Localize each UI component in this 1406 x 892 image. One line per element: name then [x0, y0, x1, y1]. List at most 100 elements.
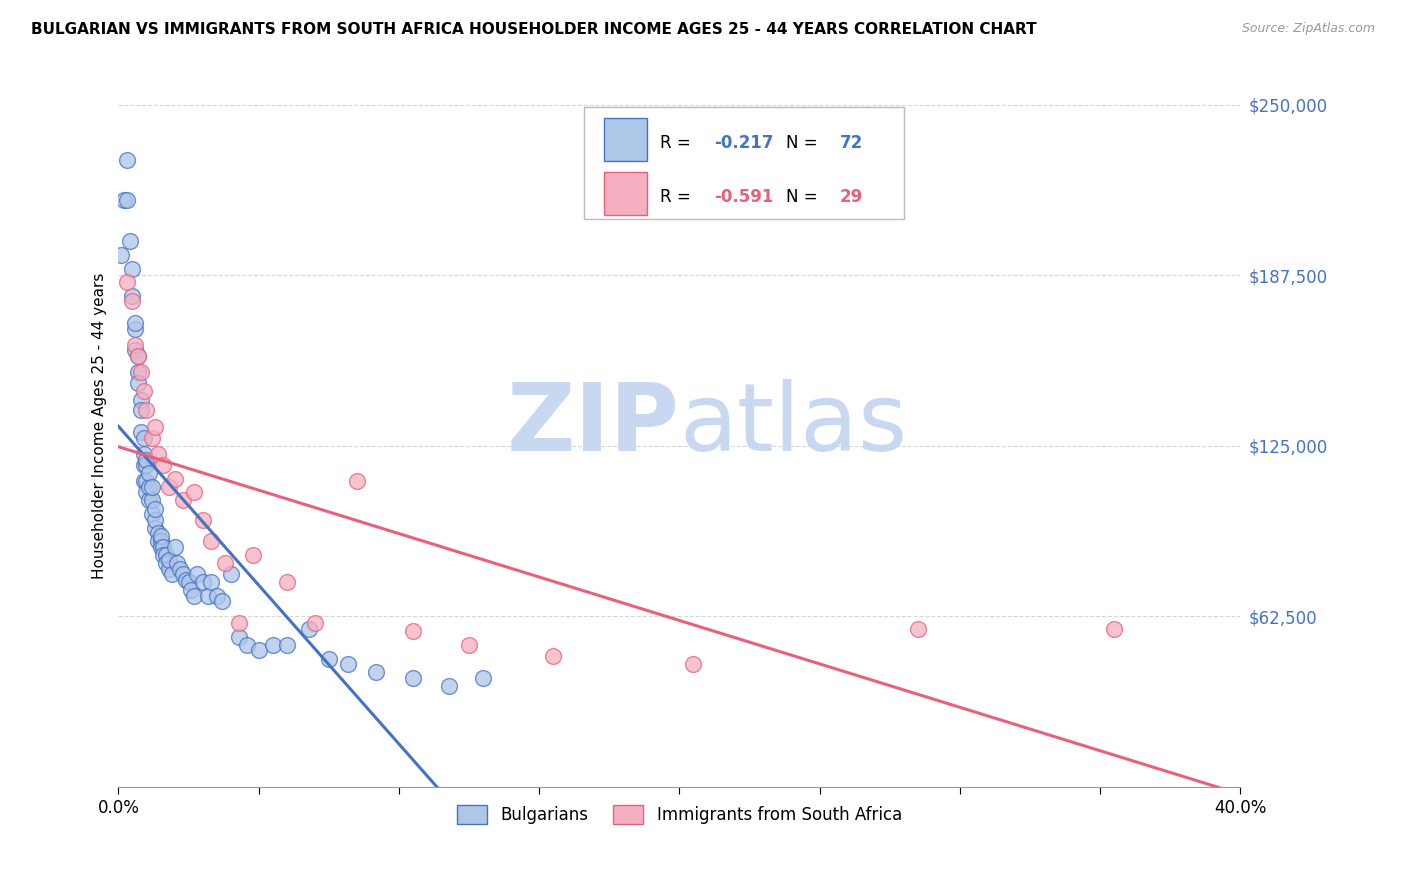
Point [152, 548, 174, 562]
Point [115, 153, 138, 167]
Point [135, 452, 157, 467]
Point [157, 561, 180, 575]
Point [135, 403, 157, 417]
Point [276, 575, 298, 590]
Point [200, 534, 222, 549]
Point [458, 638, 481, 652]
Point [132, 458, 155, 472]
Point [135, 458, 157, 472]
Point [166, 556, 188, 570]
Point [163, 540, 186, 554]
Point [205, 589, 228, 603]
Point [124, 316, 146, 330]
Point [541, 648, 564, 663]
Point [304, 616, 326, 631]
Point [152, 458, 174, 472]
Point [214, 556, 236, 570]
Text: N =: N = [786, 135, 823, 153]
Point [124, 321, 146, 335]
Point [149, 529, 172, 543]
Text: -0.591: -0.591 [714, 188, 773, 206]
Point [138, 480, 160, 494]
Point [242, 548, 264, 562]
Point [228, 630, 250, 644]
Text: -0.217: -0.217 [714, 135, 773, 153]
Point [146, 526, 169, 541]
Point [183, 589, 205, 603]
Point [129, 365, 152, 379]
Point [121, 294, 143, 309]
Legend: Bulgarians, Immigrants from South Africa: Bulgarians, Immigrants from South Africa [450, 798, 908, 830]
Point [298, 622, 321, 636]
Point [169, 561, 191, 575]
Point [124, 343, 146, 358]
Point [110, 248, 132, 262]
Point [191, 575, 214, 590]
Point [402, 671, 425, 685]
Point [132, 431, 155, 445]
Point [127, 365, 149, 379]
FancyBboxPatch shape [583, 107, 904, 219]
FancyBboxPatch shape [605, 118, 647, 161]
Point [129, 392, 152, 407]
Point [172, 567, 194, 582]
Text: atlas: atlas [679, 379, 907, 472]
Point [115, 275, 138, 289]
Point [112, 194, 135, 208]
Point [276, 638, 298, 652]
Text: N =: N = [786, 188, 823, 206]
Point [682, 657, 704, 671]
Point [439, 679, 461, 693]
Y-axis label: Householder Income Ages 25 - 44 years: Householder Income Ages 25 - 44 years [93, 272, 107, 579]
Point [146, 534, 169, 549]
Point [135, 485, 157, 500]
Point [152, 540, 174, 554]
Point [132, 447, 155, 461]
Text: R =: R = [661, 135, 696, 153]
Point [143, 501, 166, 516]
Point [149, 540, 172, 554]
Point [219, 567, 242, 582]
Point [907, 622, 929, 636]
Point [318, 651, 340, 665]
Point [138, 466, 160, 480]
Point [141, 507, 163, 521]
Point [138, 493, 160, 508]
Point [115, 194, 138, 208]
Point [346, 475, 368, 489]
Point [472, 671, 495, 685]
FancyBboxPatch shape [605, 172, 647, 215]
Text: R =: R = [661, 188, 696, 206]
Point [118, 235, 141, 249]
Point [236, 638, 259, 652]
Point [402, 624, 425, 639]
Text: ZIP: ZIP [506, 379, 679, 472]
Point [197, 589, 219, 603]
Point [174, 573, 197, 587]
Point [124, 338, 146, 352]
Point [135, 475, 157, 489]
Point [129, 425, 152, 440]
Point [337, 657, 360, 671]
Point [1102, 622, 1125, 636]
Point [262, 638, 284, 652]
Point [127, 349, 149, 363]
Point [180, 583, 202, 598]
Point [366, 665, 388, 680]
Point [157, 480, 180, 494]
Point [141, 493, 163, 508]
Text: 72: 72 [839, 135, 863, 153]
Point [127, 349, 149, 363]
Point [141, 431, 163, 445]
Point [160, 567, 183, 582]
Point [157, 553, 180, 567]
Point [172, 493, 194, 508]
Point [191, 512, 214, 526]
Point [186, 567, 208, 582]
Point [121, 261, 143, 276]
Point [132, 475, 155, 489]
Point [141, 480, 163, 494]
Point [155, 556, 177, 570]
Point [149, 534, 172, 549]
Point [121, 289, 143, 303]
